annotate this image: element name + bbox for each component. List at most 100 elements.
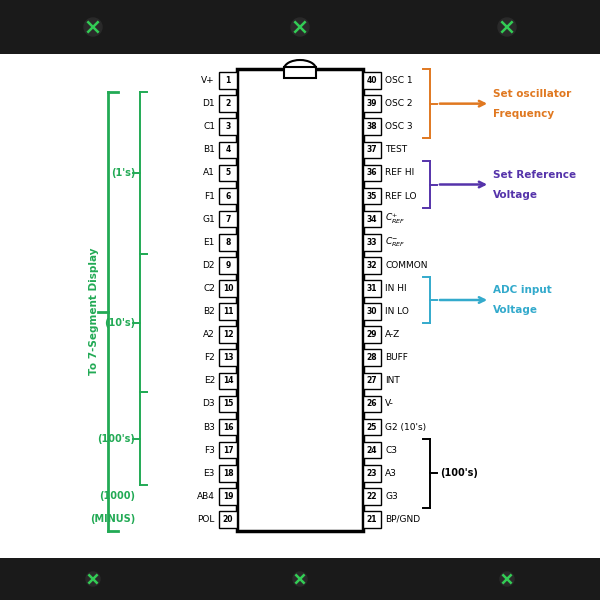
- Circle shape: [498, 18, 516, 36]
- Text: C2: C2: [203, 284, 215, 293]
- Text: 34: 34: [367, 215, 377, 224]
- Text: 21: 21: [367, 515, 377, 524]
- Text: (1000): (1000): [99, 491, 135, 502]
- Bar: [363, 118, 381, 135]
- Text: Frequency: Frequency: [493, 109, 554, 119]
- Text: 33: 33: [367, 238, 377, 247]
- Text: C3: C3: [385, 446, 397, 455]
- Bar: [219, 511, 237, 528]
- Text: 23: 23: [367, 469, 377, 478]
- Text: 25: 25: [367, 422, 377, 431]
- Text: REF LO: REF LO: [385, 191, 416, 200]
- Text: A1: A1: [203, 169, 215, 178]
- Text: 28: 28: [367, 353, 377, 362]
- Bar: [363, 349, 381, 366]
- Text: ADC input: ADC input: [493, 285, 552, 295]
- Text: 7: 7: [226, 215, 230, 224]
- Text: 29: 29: [367, 330, 377, 339]
- Text: 8: 8: [226, 238, 230, 247]
- Text: 1: 1: [226, 76, 230, 85]
- Text: 14: 14: [223, 376, 233, 385]
- Text: POL: POL: [197, 515, 215, 524]
- Text: G2 (10's): G2 (10's): [385, 422, 426, 431]
- Text: (10's): (10's): [104, 318, 135, 328]
- Bar: [219, 488, 237, 505]
- Bar: [0, 558, 600, 600]
- Text: 11: 11: [223, 307, 233, 316]
- Text: (MINUS): (MINUS): [90, 514, 135, 524]
- Text: 27: 27: [367, 376, 377, 385]
- Bar: [363, 142, 381, 158]
- Text: 35: 35: [367, 191, 377, 200]
- Text: OSC 3: OSC 3: [385, 122, 413, 131]
- Bar: [219, 395, 237, 412]
- Text: Set Reference: Set Reference: [493, 169, 576, 179]
- Bar: [237, 69, 363, 531]
- Text: 36: 36: [367, 169, 377, 178]
- Text: IN HI: IN HI: [385, 284, 407, 293]
- Text: C1: C1: [203, 122, 215, 131]
- Text: B2: B2: [203, 307, 215, 316]
- Bar: [219, 234, 237, 251]
- Bar: [363, 164, 381, 181]
- Bar: [219, 95, 237, 112]
- Text: D1: D1: [202, 99, 215, 108]
- Text: A-Z: A-Z: [385, 330, 400, 339]
- Bar: [219, 349, 237, 366]
- Bar: [219, 280, 237, 297]
- Bar: [219, 465, 237, 482]
- Bar: [219, 442, 237, 458]
- Text: V-: V-: [385, 400, 394, 409]
- Text: (100's): (100's): [440, 468, 478, 478]
- Text: 19: 19: [223, 492, 233, 501]
- Text: COMMON: COMMON: [385, 261, 427, 270]
- Bar: [363, 442, 381, 458]
- Text: E1: E1: [203, 238, 215, 247]
- Text: A3: A3: [385, 469, 397, 478]
- Text: 20: 20: [223, 515, 233, 524]
- Text: (1's): (1's): [110, 168, 135, 178]
- Text: A2: A2: [203, 330, 215, 339]
- Circle shape: [291, 18, 309, 36]
- Text: Set oscillator: Set oscillator: [493, 89, 571, 98]
- Text: 6: 6: [226, 191, 230, 200]
- Text: 5: 5: [226, 169, 230, 178]
- Text: 32: 32: [367, 261, 377, 270]
- Bar: [219, 419, 237, 436]
- Circle shape: [84, 18, 102, 36]
- Text: AB4: AB4: [197, 492, 215, 501]
- Bar: [219, 257, 237, 274]
- Text: BP/GND: BP/GND: [385, 515, 420, 524]
- Text: 3: 3: [226, 122, 230, 131]
- Bar: [363, 280, 381, 297]
- Text: 15: 15: [223, 400, 233, 409]
- Text: 2: 2: [226, 99, 230, 108]
- Circle shape: [500, 572, 514, 586]
- Text: 31: 31: [367, 284, 377, 293]
- Text: 10: 10: [223, 284, 233, 293]
- Bar: [363, 72, 381, 89]
- Text: $C_{REF}^{+}$: $C_{REF}^{+}$: [385, 212, 406, 226]
- Text: 22: 22: [367, 492, 377, 501]
- Text: 39: 39: [367, 99, 377, 108]
- Text: 9: 9: [226, 261, 230, 270]
- Text: 26: 26: [367, 400, 377, 409]
- Circle shape: [293, 572, 307, 586]
- Text: $C_{REF}^{-}$: $C_{REF}^{-}$: [385, 235, 406, 249]
- Text: REF HI: REF HI: [385, 169, 414, 178]
- Text: E3: E3: [203, 469, 215, 478]
- Bar: [363, 188, 381, 205]
- Text: 37: 37: [367, 145, 377, 154]
- Text: E2: E2: [204, 376, 215, 385]
- Bar: [219, 72, 237, 89]
- Bar: [363, 211, 381, 227]
- Bar: [363, 303, 381, 320]
- Text: 16: 16: [223, 422, 233, 431]
- Bar: [363, 465, 381, 482]
- Text: D3: D3: [202, 400, 215, 409]
- Text: 24: 24: [367, 446, 377, 455]
- Text: BUFF: BUFF: [385, 353, 408, 362]
- Bar: [363, 419, 381, 436]
- Text: INT: INT: [385, 376, 400, 385]
- Bar: [219, 373, 237, 389]
